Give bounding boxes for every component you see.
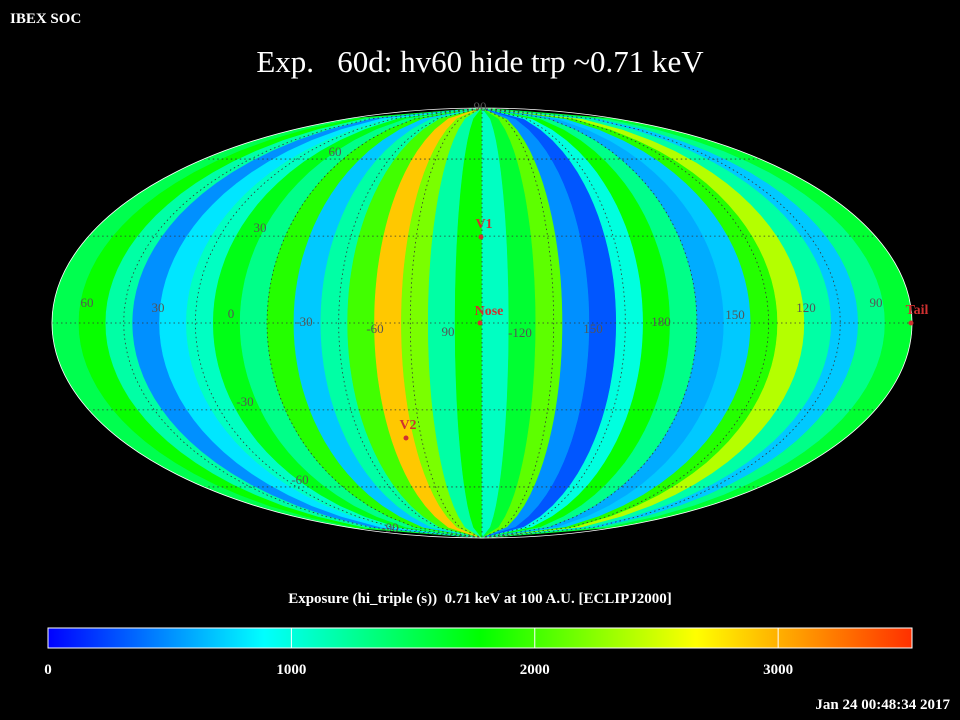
graticule-label: 30 [152, 300, 165, 315]
graticule-label: 90 [474, 99, 487, 114]
graticule-meridian [481, 107, 841, 539]
graticule-meridian [481, 107, 555, 539]
graticule-label: -30 [295, 314, 312, 329]
graticule-label: -120 [508, 325, 532, 340]
graticule-meridian [481, 107, 626, 539]
graticule-meridian [481, 107, 698, 539]
graticule-meridian [409, 107, 483, 539]
colorbar-tick-label: 3000 [763, 662, 793, 678]
marker-dot [908, 320, 914, 326]
colorbar-label: Exposure (hi_triple (s)) 0.71 keV at 100… [288, 591, 672, 607]
graticule-label: -60 [366, 321, 383, 336]
marker-label: Tail [906, 303, 929, 318]
graticule-meridian [338, 107, 483, 539]
graticule-label: 60 [81, 295, 94, 310]
marker-label: V2 [399, 418, 416, 433]
graticule-label: 150 [725, 307, 745, 322]
graticule-label: 90 [870, 295, 883, 310]
graticule-label: 120 [796, 300, 816, 315]
graticule-label: 90 [442, 324, 455, 339]
marker-dot [477, 320, 483, 326]
marker-dot [403, 435, 409, 441]
graticule-label: -30 [236, 394, 253, 409]
graticule-meridian [123, 107, 483, 539]
graticule-label: 0 [228, 306, 235, 321]
timestamp: Jan 24 00:48:34 2017 [815, 697, 950, 713]
colorbar-tick-label: 0 [44, 662, 52, 678]
colorbar: 0 1000 2000 3000 [44, 627, 913, 678]
graticule-label: 150 [583, 321, 603, 336]
app-name: IBEX SOC [10, 11, 81, 27]
colorbar-tick-label: 1000 [276, 662, 306, 678]
colorbar-tick-label: 2000 [520, 662, 550, 678]
graticule-label: -60 [291, 472, 308, 487]
map-title: Exp. 60d: hv60 hide trp ~0.71 keV [256, 44, 704, 79]
graticule-label: -90 [381, 520, 398, 535]
marker-label: Nose [475, 304, 504, 319]
graticule-meridian [266, 107, 483, 539]
marker-dot [478, 234, 484, 240]
colorbar-scale [47, 627, 913, 649]
graticule-label: 30 [254, 220, 267, 235]
marker-label: V1 [475, 217, 492, 232]
sky-map: 90 60 30 -30 -60 -90 60 30 0 -30 -60 90 -120 150 180 15… [51, 99, 929, 539]
graticule-label: 180 [651, 314, 671, 329]
graticule-label: 60 [329, 144, 342, 159]
